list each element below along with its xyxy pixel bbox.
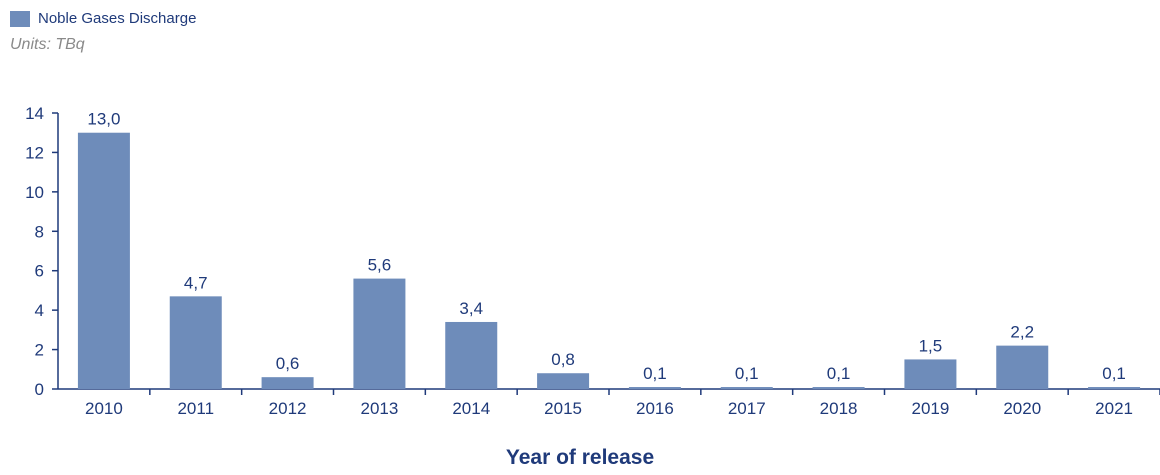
bar <box>996 345 1049 389</box>
x-tick-label: 2012 <box>269 399 307 418</box>
bar <box>537 373 590 389</box>
x-tick-label: 2019 <box>912 399 950 418</box>
data-label: 0,8 <box>551 350 575 369</box>
data-label: 3,4 <box>459 299 483 318</box>
bar <box>720 387 773 389</box>
bar <box>628 387 681 389</box>
x-tick-label: 2017 <box>728 399 766 418</box>
y-tick-label: 12 <box>25 143 44 162</box>
data-label: 0,6 <box>276 354 300 373</box>
legend: Noble Gases Discharge <box>10 10 196 27</box>
x-tick-label: 2018 <box>820 399 858 418</box>
legend-label: Noble Gases Discharge <box>38 10 197 27</box>
bar <box>1088 387 1141 389</box>
x-tick-label: 2010 <box>85 399 123 418</box>
bar <box>353 278 406 389</box>
data-label: 0,1 <box>735 364 759 383</box>
x-tick-label: 2021 <box>1095 399 1133 418</box>
data-label: 13,0 <box>87 110 120 129</box>
x-tick-label: 2020 <box>1003 399 1041 418</box>
x-tick-label: 2016 <box>636 399 674 418</box>
data-label: 5,6 <box>368 256 392 275</box>
x-tick-label: 2013 <box>361 399 399 418</box>
y-tick-label: 6 <box>35 262 44 281</box>
y-tick-label: 8 <box>35 222 44 241</box>
bar <box>77 132 130 389</box>
y-tick-label: 4 <box>35 301 44 320</box>
x-axis-title: Year of release <box>505 446 655 469</box>
bar <box>904 359 957 389</box>
data-label: 0,1 <box>643 364 667 383</box>
bar <box>812 387 865 389</box>
y-tick-label: 0 <box>35 380 44 399</box>
y-tick-label: 14 <box>25 104 44 123</box>
data-label: 0,1 <box>827 364 851 383</box>
data-label: 4,7 <box>184 273 208 292</box>
bar <box>169 296 222 389</box>
legend-swatch <box>10 10 30 27</box>
bar <box>261 377 314 389</box>
bar <box>445 321 498 389</box>
units-label: Units: TBq <box>10 36 85 53</box>
data-label: 1,5 <box>919 336 943 355</box>
data-label: 0,1 <box>1102 364 1126 383</box>
x-tick-label: 2011 <box>177 399 214 418</box>
bar-chart: 0 2 4 6 8 10 12 14 13,0 2010 4,7 2011 0,6 2012 5,6 2013… <box>25 104 1160 418</box>
y-tick-label: 10 <box>25 183 44 202</box>
data-label: 2,2 <box>1010 323 1034 342</box>
y-tick-label: 2 <box>35 341 44 360</box>
x-tick-label: 2015 <box>544 399 582 418</box>
x-tick-label: 2014 <box>452 399 490 418</box>
